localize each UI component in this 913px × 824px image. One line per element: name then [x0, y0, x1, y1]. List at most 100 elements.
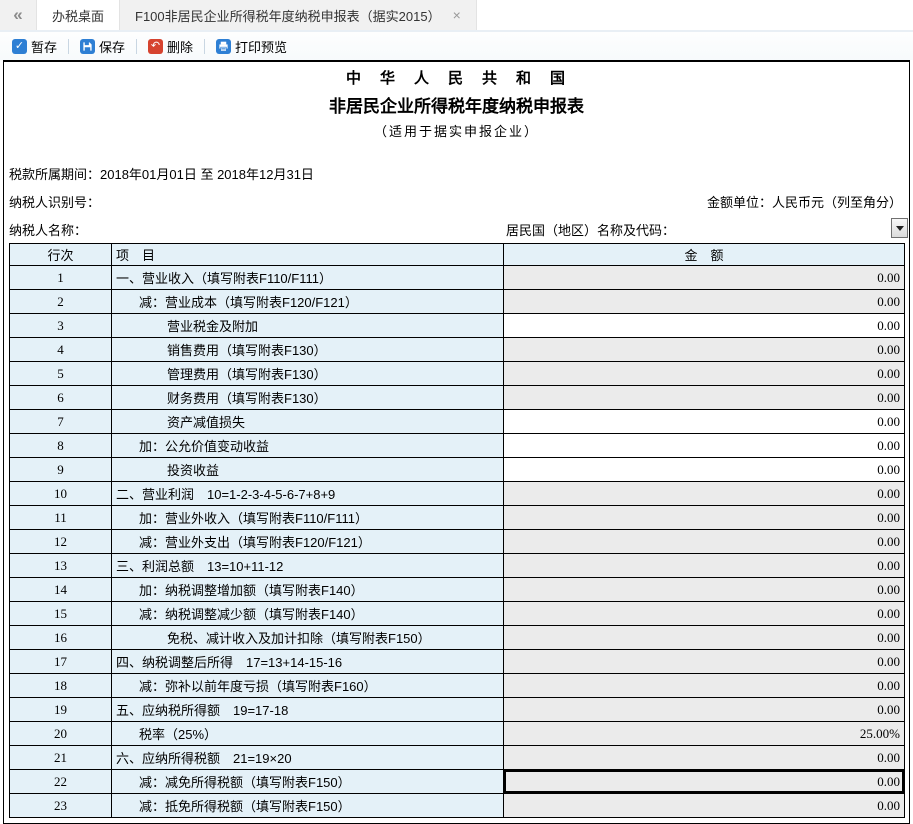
toolbar-separator — [204, 38, 206, 54]
row-amount-cell: 0.00 — [503, 481, 905, 506]
row-item-label: 一、营业收入（填写附表F110/F111） — [111, 265, 504, 290]
table-header-row: 行次 项 目 金 额 — [9, 243, 905, 266]
table-row: 4 销售费用（填写附表F130） 0.00 — [9, 337, 905, 362]
taxpayer-id-label: 纳税人识别号： — [9, 195, 101, 210]
row-amount-cell: 0.00 — [503, 361, 905, 386]
row-line-number: 13 — [9, 553, 112, 578]
row-amount-cell: 0.00 — [503, 625, 905, 650]
header-line-no: 行次 — [9, 243, 112, 266]
row-item-label: 加：公允价值变动收益 — [111, 433, 504, 458]
undo-arrow-icon: ↶ — [148, 38, 164, 54]
table-row: 14 加：纳税调整增加额（填写附表F140） 0.00 — [9, 577, 905, 602]
row-line-number: 22 — [9, 769, 112, 794]
row-amount-cell: 0.00 — [503, 673, 905, 698]
row-amount-cell[interactable]: 0.00 — [503, 433, 905, 458]
tab-desktop[interactable]: 办税桌面 — [36, 0, 121, 30]
row-line-number: 7 — [9, 409, 112, 434]
close-icon[interactable]: × — [452, 7, 461, 23]
row-amount-cell[interactable]: 0.00 — [503, 409, 905, 434]
row-item-label: 加：营业外收入（填写附表F110/F111） — [111, 505, 504, 530]
save-button[interactable]: 保存 — [74, 35, 131, 58]
row-amount-cell: 0.00 — [503, 265, 905, 290]
table-row: 1 一、营业收入（填写附表F110/F111） 0.00 — [9, 265, 905, 290]
temp-save-button[interactable]: ✓ 暂存 — [6, 35, 63, 58]
form-title-main: 非居民企业所得税年度纳税申报表 — [329, 97, 584, 116]
header-item: 项 目 — [111, 243, 504, 266]
row-item-label: 营业税金及附加 — [111, 313, 504, 338]
row-line-number: 9 — [9, 457, 112, 482]
print-preview-button[interactable]: 打印预览 — [210, 35, 293, 58]
row-item-label: 减：营业成本（填写附表F120/F121） — [111, 289, 504, 314]
row-item-label: 五、应纳税所得额 19=17-18 — [111, 697, 504, 722]
form-table: 行次 项 目 金 额 1 一、营业收入（填写附表F110/F111） 0.00 2 减：… — [9, 243, 905, 818]
row-line-number: 14 — [9, 577, 112, 602]
row-line-number: 11 — [9, 505, 112, 530]
delete-button[interactable]: ↶ 删除 — [142, 35, 199, 58]
row-line-number: 5 — [9, 361, 112, 386]
table-row: 22 减：减免所得税额（填写附表F150） 0.00 — [9, 769, 905, 794]
tax-period-label: 税款所属期间： — [9, 167, 101, 182]
tax-period-line: 税款所属期间：2018年01月01日 至 2018年12月31日 — [9, 164, 314, 183]
toolbar: ✓ 暂存 保存 ↶ 删除 打印预览 — [0, 32, 913, 60]
resident-country-select[interactable] — [716, 218, 908, 238]
row-line-number: 16 — [9, 625, 112, 650]
table-row: 2 减：营业成本（填写附表F120/F121） 0.00 — [9, 289, 905, 314]
row-item-label: 销售费用（填写附表F130） — [111, 337, 504, 362]
row-line-number: 23 — [9, 793, 112, 818]
row-item-label: 税率（25%） — [111, 721, 504, 746]
tab-f100-form[interactable]: F100非居民企业所得税年度纳税申报表（据实2015） × — [120, 0, 477, 30]
row-item-label: 六、应纳所得税额 21=19×20 — [111, 745, 504, 770]
table-row: 7 资产减值损失 0.00 — [9, 409, 905, 434]
row-amount-cell[interactable]: 0.00 — [503, 457, 905, 482]
collapse-tabs-button[interactable]: « — [0, 0, 36, 30]
row-line-number: 10 — [9, 481, 112, 506]
table-row: 8 加：公允价值变动收益 0.00 — [9, 433, 905, 458]
tax-period-value: 2018年01月01日 至 2018年12月31日 — [100, 167, 314, 182]
row-line-number: 15 — [9, 601, 112, 626]
row-item-label: 加：纳税调整增加额（填写附表F140） — [111, 577, 504, 602]
table-row: 5 管理费用（填写附表F130） 0.00 — [9, 361, 905, 386]
table-row: 16 免税、减计收入及加计扣除（填写附表F150） 0.00 — [9, 625, 905, 650]
table-row: 13 三、利润总额 13=10+11-12 0.00 — [9, 553, 905, 578]
double-chevron-left-icon: « — [13, 5, 23, 24]
row-item-label: 减：纳税调整减少额（填写附表F140） — [111, 601, 504, 626]
row-item-label: 减：抵免所得税额（填写附表F150） — [111, 793, 504, 818]
printer-icon — [216, 38, 232, 54]
row-line-number: 8 — [9, 433, 112, 458]
tab-label: F100非居民企业所得税年度纳税申报表（据实2015） — [135, 8, 441, 24]
row-item-label: 四、纳税调整后所得 17=13+14-15-16 — [111, 649, 504, 674]
table-row: 9 投资收益 0.00 — [9, 457, 905, 482]
form-table-body: 1 一、营业收入（填写附表F110/F111） 0.00 2 减：营业成本（填写附表F1… — [9, 265, 905, 818]
row-amount-cell[interactable]: 0.00 — [503, 313, 905, 338]
header-amount: 金 额 — [503, 243, 905, 266]
print-preview-label: 打印预览 — [235, 39, 288, 55]
delete-label: 删除 — [167, 39, 194, 55]
table-row: 10 二、营业利润 10=1-2-3-4-5-6-7+8+9 0.00 — [9, 481, 905, 506]
row-amount-cell: 0.00 — [503, 337, 905, 362]
row-amount-cell: 0.00 — [503, 601, 905, 626]
dropdown-button[interactable] — [891, 218, 908, 238]
row-amount-cell: 0.00 — [503, 793, 905, 818]
table-row: 20 税率（25%） 25.00% — [9, 721, 905, 746]
taxpayer-name-label: 纳税人名称： — [9, 223, 88, 238]
resident-country-label: 居民国（地区）名称及代码： — [506, 223, 676, 238]
table-row: 21 六、应纳所得税额 21=19×20 0.00 — [9, 745, 905, 770]
table-row: 11 加：营业外收入（填写附表F110/F111） 0.00 — [9, 505, 905, 530]
row-amount-cell: 0.00 — [503, 553, 905, 578]
row-item-label: 减：减免所得税额（填写附表F150） — [111, 769, 504, 794]
table-row: 18 减：弥补以前年度亏损（填写附表F160） 0.00 — [9, 673, 905, 698]
toolbar-separator — [68, 38, 70, 54]
row-amount-cell: 0.00 — [503, 385, 905, 410]
table-row: 19 五、应纳税所得额 19=17-18 0.00 — [9, 697, 905, 722]
row-line-number: 4 — [9, 337, 112, 362]
row-line-number: 19 — [9, 697, 112, 722]
row-amount-cell[interactable]: 0.00 — [503, 769, 905, 794]
tab-bar: « 办税桌面 F100非居民企业所得税年度纳税申报表（据实2015） × — [0, 0, 913, 32]
form-document: 中 华 人 民 共 和 国 非居民企业所得税年度纳税申报表 （适用于据实申报企业… — [3, 60, 910, 824]
form-title-country: 中 华 人 民 共 和 国 — [345, 70, 567, 87]
form-title-subtitle: （适用于据实申报企业） — [373, 124, 539, 139]
row-item-label: 财务费用（填写附表F130） — [111, 385, 504, 410]
toolbar-separator — [136, 38, 138, 54]
row-amount-cell: 25.00% — [503, 721, 905, 746]
